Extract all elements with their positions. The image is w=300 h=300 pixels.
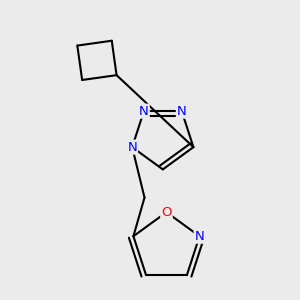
Text: O: O xyxy=(161,206,172,219)
Text: N: N xyxy=(139,105,149,118)
Text: N: N xyxy=(177,105,187,118)
Text: N: N xyxy=(195,230,204,243)
Text: N: N xyxy=(127,141,137,154)
